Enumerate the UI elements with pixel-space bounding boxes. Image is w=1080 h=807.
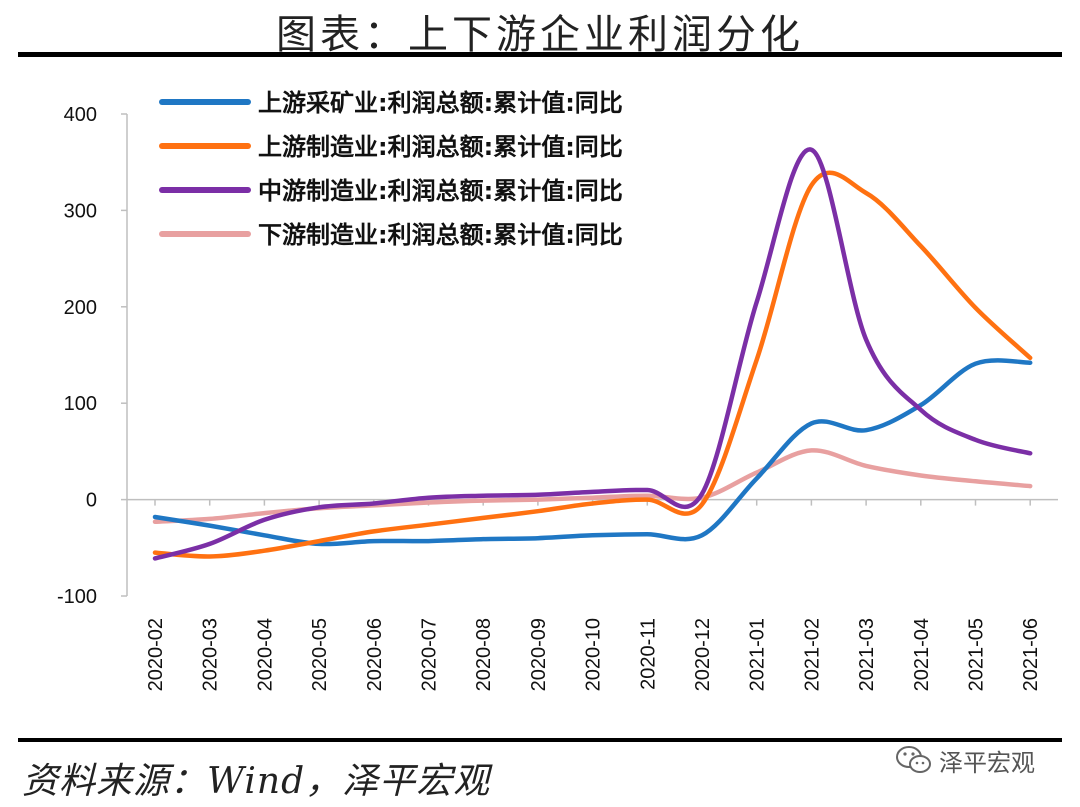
legend-label-1: 上游采矿业:利润总额:累计值:同比 — [258, 89, 623, 117]
wechat-icon — [896, 746, 931, 773]
y-tick-label: -100 — [57, 586, 97, 608]
series-lines — [152, 147, 1033, 561]
x-tick-label: 2020-10 — [583, 618, 605, 691]
series-line-4 — [152, 448, 1033, 525]
x-tick-label: 2021-04 — [911, 618, 933, 691]
top-rule — [18, 52, 1062, 57]
series-line-2 — [152, 170, 1033, 559]
y-tick-label: 300 — [64, 200, 97, 222]
line-chart: -100 0 100 200 300 400 2020-02 2020-03 2020-04 20… — [57, 89, 1058, 691]
x-tick-label: 2020-12 — [692, 618, 714, 691]
y-tick-label: 400 — [64, 104, 97, 126]
x-tick-label: 2020-05 — [309, 618, 331, 691]
chart-title: 图表：上下游企业利润分化 — [276, 12, 804, 58]
x-tick-label: 2021-06 — [1020, 618, 1042, 691]
legend-label-4: 下游制造业:利润总额:累计值:同比 — [258, 221, 623, 249]
legend-label-3: 中游制造业:利润总额:累计值:同比 — [258, 177, 623, 205]
x-tick-label: 2020-04 — [254, 618, 276, 691]
bottom-rule — [18, 738, 1062, 742]
watermark: 泽平宏观 — [895, 742, 1035, 778]
x-tick-label: 2020-02 — [145, 618, 167, 691]
legend-label-2: 上游制造业:利润总额:累计值:同比 — [258, 133, 623, 161]
legend: 上游采矿业:利润总额:累计值:同比上游制造业:利润总额:累计值:同比中游制造业:… — [159, 89, 623, 249]
y-tick-label: 200 — [64, 297, 97, 319]
x-tick-label: 2021-02 — [801, 618, 823, 691]
x-tick-label: 2021-01 — [747, 618, 769, 691]
x-tick-label: 2020-09 — [528, 618, 550, 691]
x-tick-label: 2020-11 — [637, 618, 659, 690]
series-line-3 — [152, 147, 1033, 561]
source-note: 资料来源：Wind，泽平宏观 — [22, 761, 491, 802]
watermark-text: 泽平宏观 — [939, 748, 1035, 777]
x-tick-label: 2021-05 — [966, 618, 988, 691]
y-tick-label: 100 — [64, 393, 97, 415]
y-tick-label: 0 — [86, 490, 97, 512]
axes: -100 0 100 200 300 400 2020-02 2020-03 2020-04 20… — [57, 104, 1058, 691]
x-tick-label: 2021-03 — [856, 618, 878, 691]
x-tick-label: 2020-07 — [419, 618, 441, 691]
x-tick-label: 2020-06 — [364, 618, 386, 691]
x-tick-label: 2020-08 — [473, 618, 495, 691]
x-tick-label: 2020-03 — [200, 618, 222, 691]
